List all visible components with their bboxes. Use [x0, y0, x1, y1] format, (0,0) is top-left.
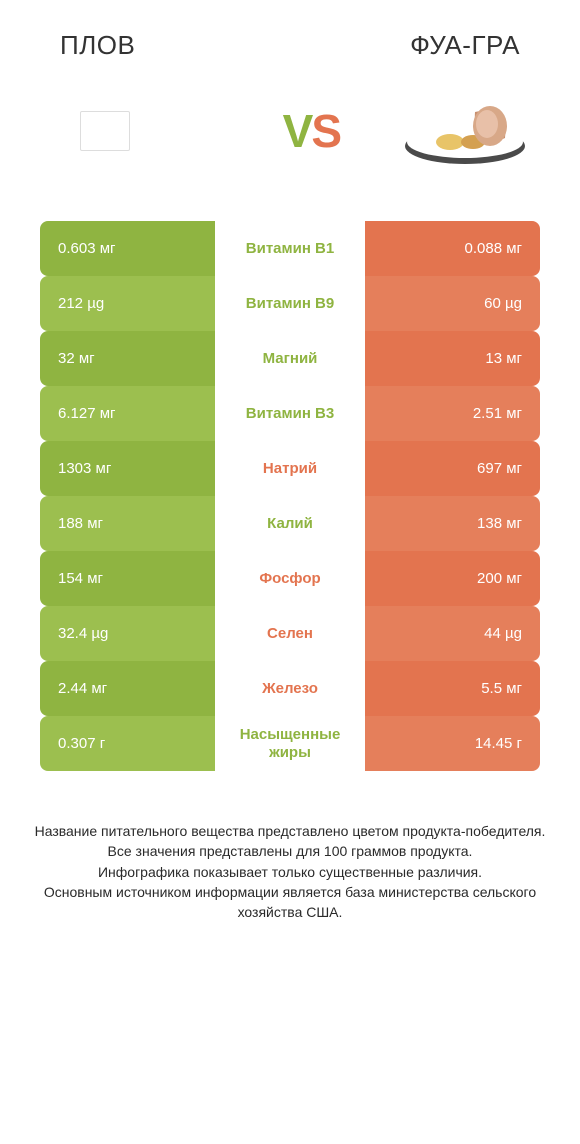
right-value: 138 мг	[365, 496, 540, 551]
nutrient-label: Витамин B9	[215, 276, 365, 331]
table-row: 2.44 мгЖелезо5.5 мг	[40, 661, 540, 716]
table-row: 6.127 мгВитамин B32.51 мг	[40, 386, 540, 441]
nutrient-label: Селен	[215, 606, 365, 661]
left-value: 0.307 г	[40, 716, 215, 771]
left-image-placeholder	[80, 111, 130, 151]
nutrient-label: Магний	[215, 331, 365, 386]
hero-row: VS	[20, 81, 560, 181]
right-value: 44 µg	[365, 606, 540, 661]
left-value: 2.44 мг	[40, 661, 215, 716]
table-row: 32 мгМагний13 мг	[40, 331, 540, 386]
right-value: 0.088 мг	[365, 221, 540, 276]
table-row: 188 мгКалий138 мг	[40, 496, 540, 551]
left-value: 6.127 мг	[40, 386, 215, 441]
footnote-line: Основным источником информации является …	[30, 882, 550, 923]
right-title: ФУА-ГРА	[410, 30, 520, 61]
footnote-line: Название питательного вещества представл…	[30, 821, 550, 841]
table-row: 154 мгФосфор200 мг	[40, 551, 540, 606]
nutrient-label: Железо	[215, 661, 365, 716]
right-value: 14.45 г	[365, 716, 540, 771]
table-row: 0.307 гНасыщенные жиры14.45 г	[40, 716, 540, 771]
footnote-line: Все значения представлены для 100 граммо…	[30, 841, 550, 861]
left-value: 154 мг	[40, 551, 215, 606]
table-row: 1303 мгНатрий697 мг	[40, 441, 540, 496]
nutrient-label: Натрий	[215, 441, 365, 496]
vs-label: VS	[283, 104, 340, 158]
left-value: 1303 мг	[40, 441, 215, 496]
right-value: 2.51 мг	[365, 386, 540, 441]
nutrient-label: Витамин B3	[215, 386, 365, 441]
right-value: 60 µg	[365, 276, 540, 331]
right-value: 5.5 мг	[365, 661, 540, 716]
left-title: ПЛОВ	[60, 30, 135, 61]
footnote: Название питательного вещества представл…	[20, 821, 560, 922]
right-value: 200 мг	[365, 551, 540, 606]
comparison-table: 0.603 мгВитамин B10.088 мг212 µgВитамин …	[40, 221, 540, 771]
vs-v: V	[283, 105, 312, 157]
nutrient-label: Витамин B1	[215, 221, 365, 276]
left-value: 32.4 µg	[40, 606, 215, 661]
nutrient-label: Калий	[215, 496, 365, 551]
table-row: 212 µgВитамин B960 µg	[40, 276, 540, 331]
table-row: 32.4 µgСелен44 µg	[40, 606, 540, 661]
nutrient-label: Насыщенные жиры	[215, 716, 365, 771]
right-image	[390, 81, 540, 181]
left-value: 0.603 мг	[40, 221, 215, 276]
foie-gras-icon	[395, 86, 535, 176]
infographic: ПЛОВ ФУА-ГРА VS 0.603 мгВитамин B10.088 …	[0, 0, 580, 962]
nutrient-label: Фосфор	[215, 551, 365, 606]
table-row: 0.603 мгВитамин B10.088 мг	[40, 221, 540, 276]
vs-s: S	[311, 105, 340, 157]
left-value: 32 мг	[40, 331, 215, 386]
right-value: 13 мг	[365, 331, 540, 386]
left-value: 188 мг	[40, 496, 215, 551]
left-value: 212 µg	[40, 276, 215, 331]
titles-row: ПЛОВ ФУА-ГРА	[20, 30, 560, 61]
footnote-line: Инфографика показывает только существенн…	[30, 862, 550, 882]
right-value: 697 мг	[365, 441, 540, 496]
